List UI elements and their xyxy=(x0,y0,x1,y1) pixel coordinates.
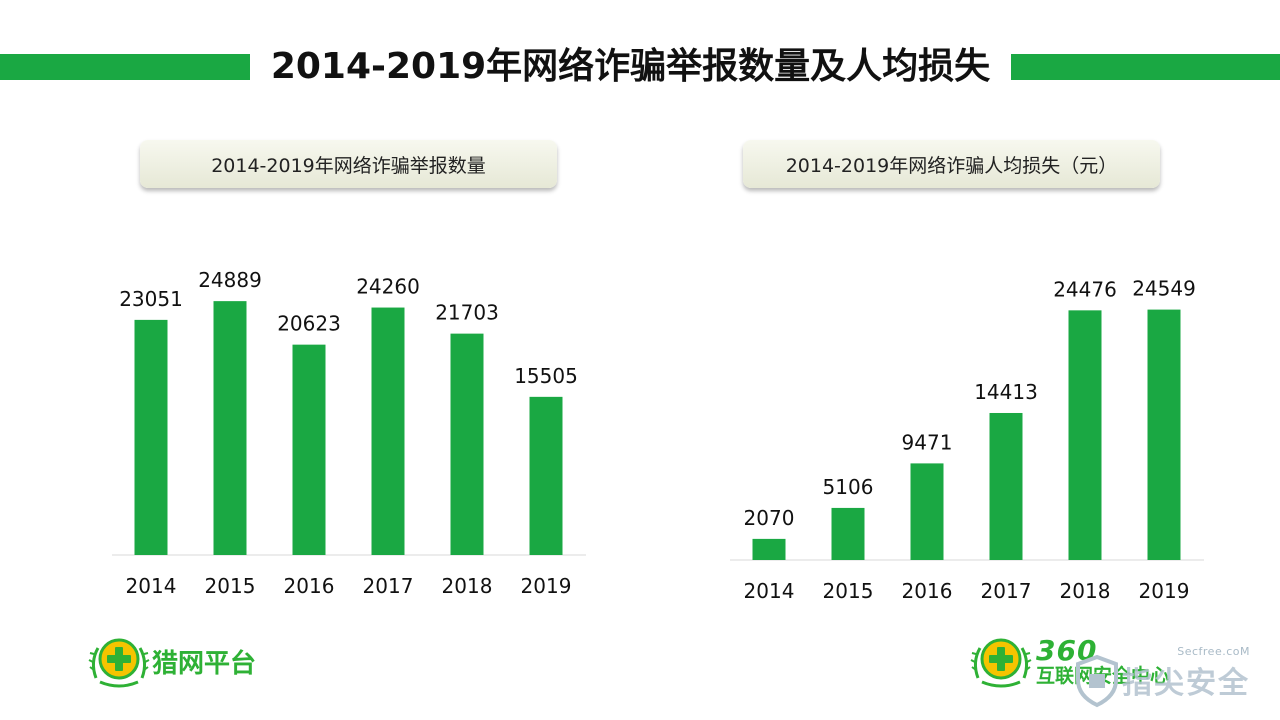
bar-2017 xyxy=(371,307,405,555)
x-tick-label-2014: 2014 xyxy=(126,574,177,598)
logo-360: 360 互联网安全中心 xyxy=(970,634,1169,688)
title-bar-left xyxy=(0,54,250,80)
chart-title-loss: 2014-2019年网络诈骗人均损失（元） xyxy=(743,140,1160,188)
data-label-2019: 15505 xyxy=(514,364,578,388)
cross-emblem-icon xyxy=(88,638,150,688)
watermark: Secfree.coM 指尖安全 xyxy=(1122,645,1250,702)
x-tick-label-2015: 2015 xyxy=(205,574,256,598)
shield-icon xyxy=(1076,654,1118,708)
bar-2019 xyxy=(529,396,563,555)
x-tick-label-2018: 2018 xyxy=(442,574,493,598)
watermark-name: 指尖安全 xyxy=(1122,666,1250,701)
data-label-2014: 23051 xyxy=(119,287,183,311)
bar-2014 xyxy=(134,319,168,555)
x-tick-label-2017: 2017 xyxy=(363,574,414,598)
data-label-2018: 21703 xyxy=(435,301,499,325)
bar-2016 xyxy=(292,344,326,555)
data-label-2016: 20623 xyxy=(277,312,341,336)
bar-2015 xyxy=(213,301,247,555)
data-label-2015: 24889 xyxy=(198,268,262,292)
bar-2018 xyxy=(450,333,484,555)
logo-liewang-text: 猎网平台 xyxy=(152,648,257,679)
data-label-2017: 24260 xyxy=(356,275,420,299)
cross-emblem-icon xyxy=(970,638,1032,688)
title-bar-right xyxy=(1011,54,1280,80)
page-title: 2014-2019年网络诈骗举报数量及人均损失 xyxy=(270,46,991,87)
logo-liewang: 猎网平台 xyxy=(88,634,256,688)
chart-title-reports: 2014-2019年网络诈骗举报数量 xyxy=(140,140,557,188)
x-tick-label-2019: 2019 xyxy=(521,574,572,598)
watermark-url: Secfree.coM xyxy=(1177,645,1250,658)
x-tick-label-2016: 2016 xyxy=(284,574,335,598)
